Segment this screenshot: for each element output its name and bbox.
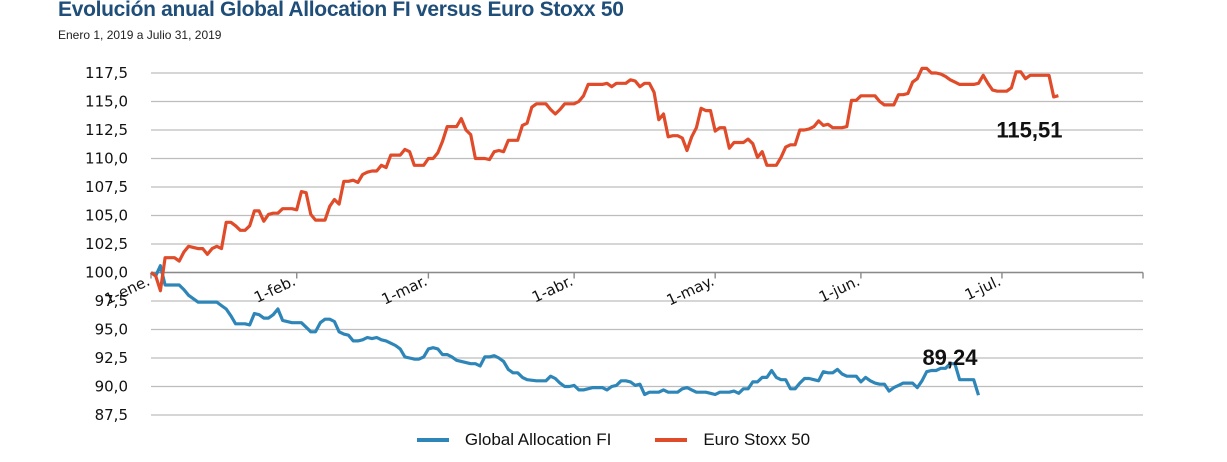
- x-axis: 1-ene. 1-feb. 1-mar. 1-abr. 1-may. 1-jun. 1-ju…: [102, 271, 1144, 310]
- x-tick-label: 1-mar.: [379, 272, 430, 309]
- end-label-euro-stoxx: 115,51: [996, 118, 1062, 143]
- legend-item-global-allocation: Global Allocation FI: [416, 430, 612, 450]
- y-tick-label: 100,0: [85, 264, 128, 282]
- legend: Global Allocation FI Euro Stoxx 50: [0, 430, 1227, 450]
- series-line-euro-stoxx: [150, 66, 1059, 293]
- y-tick-label: 110,0: [85, 150, 128, 168]
- gridlines: [151, 72, 1143, 416]
- y-tick-label: 107,5: [85, 178, 128, 196]
- y-tick-label: 90,0: [95, 378, 128, 396]
- y-tick-label: 97,5: [95, 292, 128, 310]
- end-labels: 89,24 115,51: [922, 118, 1062, 370]
- legend-swatch-global-allocation: [416, 438, 449, 442]
- chart-subtitle: Enero 1, 2019 a Julio 31, 2019: [58, 28, 222, 42]
- legend-label-global-allocation: Global Allocation FI: [464, 430, 612, 449]
- y-tick-label: 102,5: [85, 235, 128, 253]
- series-line-global-allocation: [150, 264, 981, 397]
- end-label-global-allocation: 89,24: [922, 345, 978, 370]
- x-tick-label: 1-may.: [664, 272, 717, 310]
- legend-label-euro-stoxx: Euro Stoxx 50: [703, 430, 811, 449]
- y-axis-ticks: 117,5 115,0 112,5 110,0 107,5 105,0 102,5 100,0…: [85, 64, 128, 424]
- y-tick-label: 95,0: [95, 321, 128, 339]
- series-lines: [150, 66, 1059, 397]
- y-tick-label: 112,5: [85, 121, 128, 139]
- x-tick-label: 1-jul.: [962, 272, 1004, 304]
- y-tick-label: 105,0: [85, 207, 128, 225]
- y-tick-label: 117,5: [85, 64, 128, 82]
- y-tick-label: 115,0: [85, 93, 128, 111]
- y-tick-label: 87,5: [95, 406, 128, 424]
- y-tick-label: 92,5: [95, 349, 128, 367]
- legend-item-euro-stoxx: Euro Stoxx 50: [655, 430, 810, 450]
- legend-swatch-euro-stoxx: [655, 438, 688, 442]
- chart-title: Evolución anual Global Allocation FI ver…: [58, 0, 624, 21]
